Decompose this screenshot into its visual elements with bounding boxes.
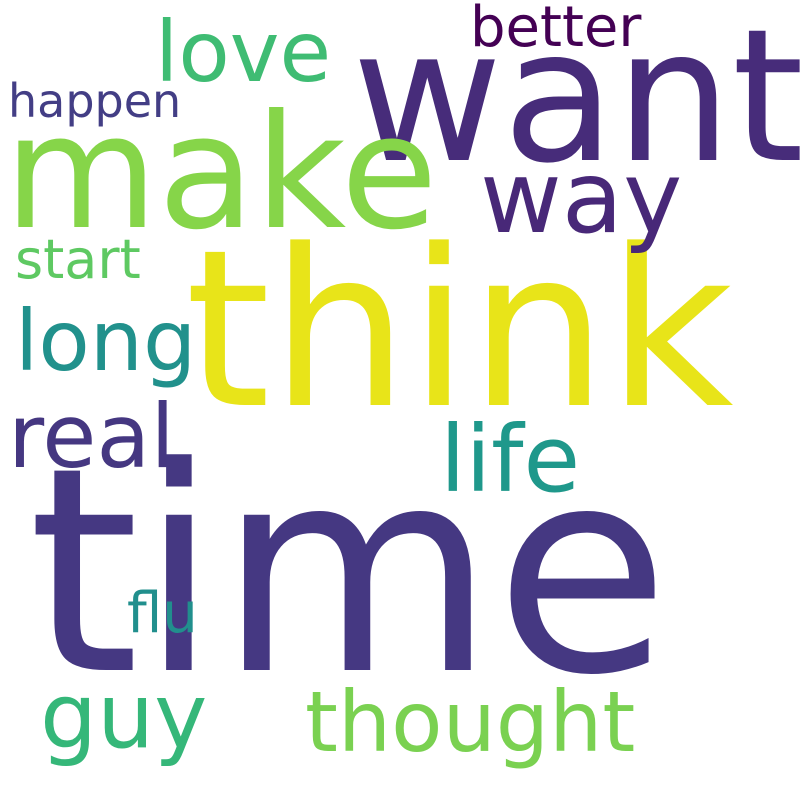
word-love: love: [155, 3, 332, 101]
word-guy: guy: [40, 664, 208, 769]
word-thought: thought: [305, 673, 636, 771]
word-long: long: [15, 292, 197, 390]
word-way: way: [480, 139, 683, 256]
word-want: want: [352, 0, 800, 204]
word-flu: flu: [127, 581, 198, 646]
word-life: life: [440, 406, 581, 513]
word-start: start: [15, 228, 141, 291]
word-make: make: [4, 81, 438, 265]
word-better: better: [470, 0, 642, 60]
word-think: think: [185, 204, 734, 457]
word-happen: happen: [8, 74, 182, 128]
word-time: time: [28, 406, 670, 737]
word-real: real: [8, 385, 175, 488]
